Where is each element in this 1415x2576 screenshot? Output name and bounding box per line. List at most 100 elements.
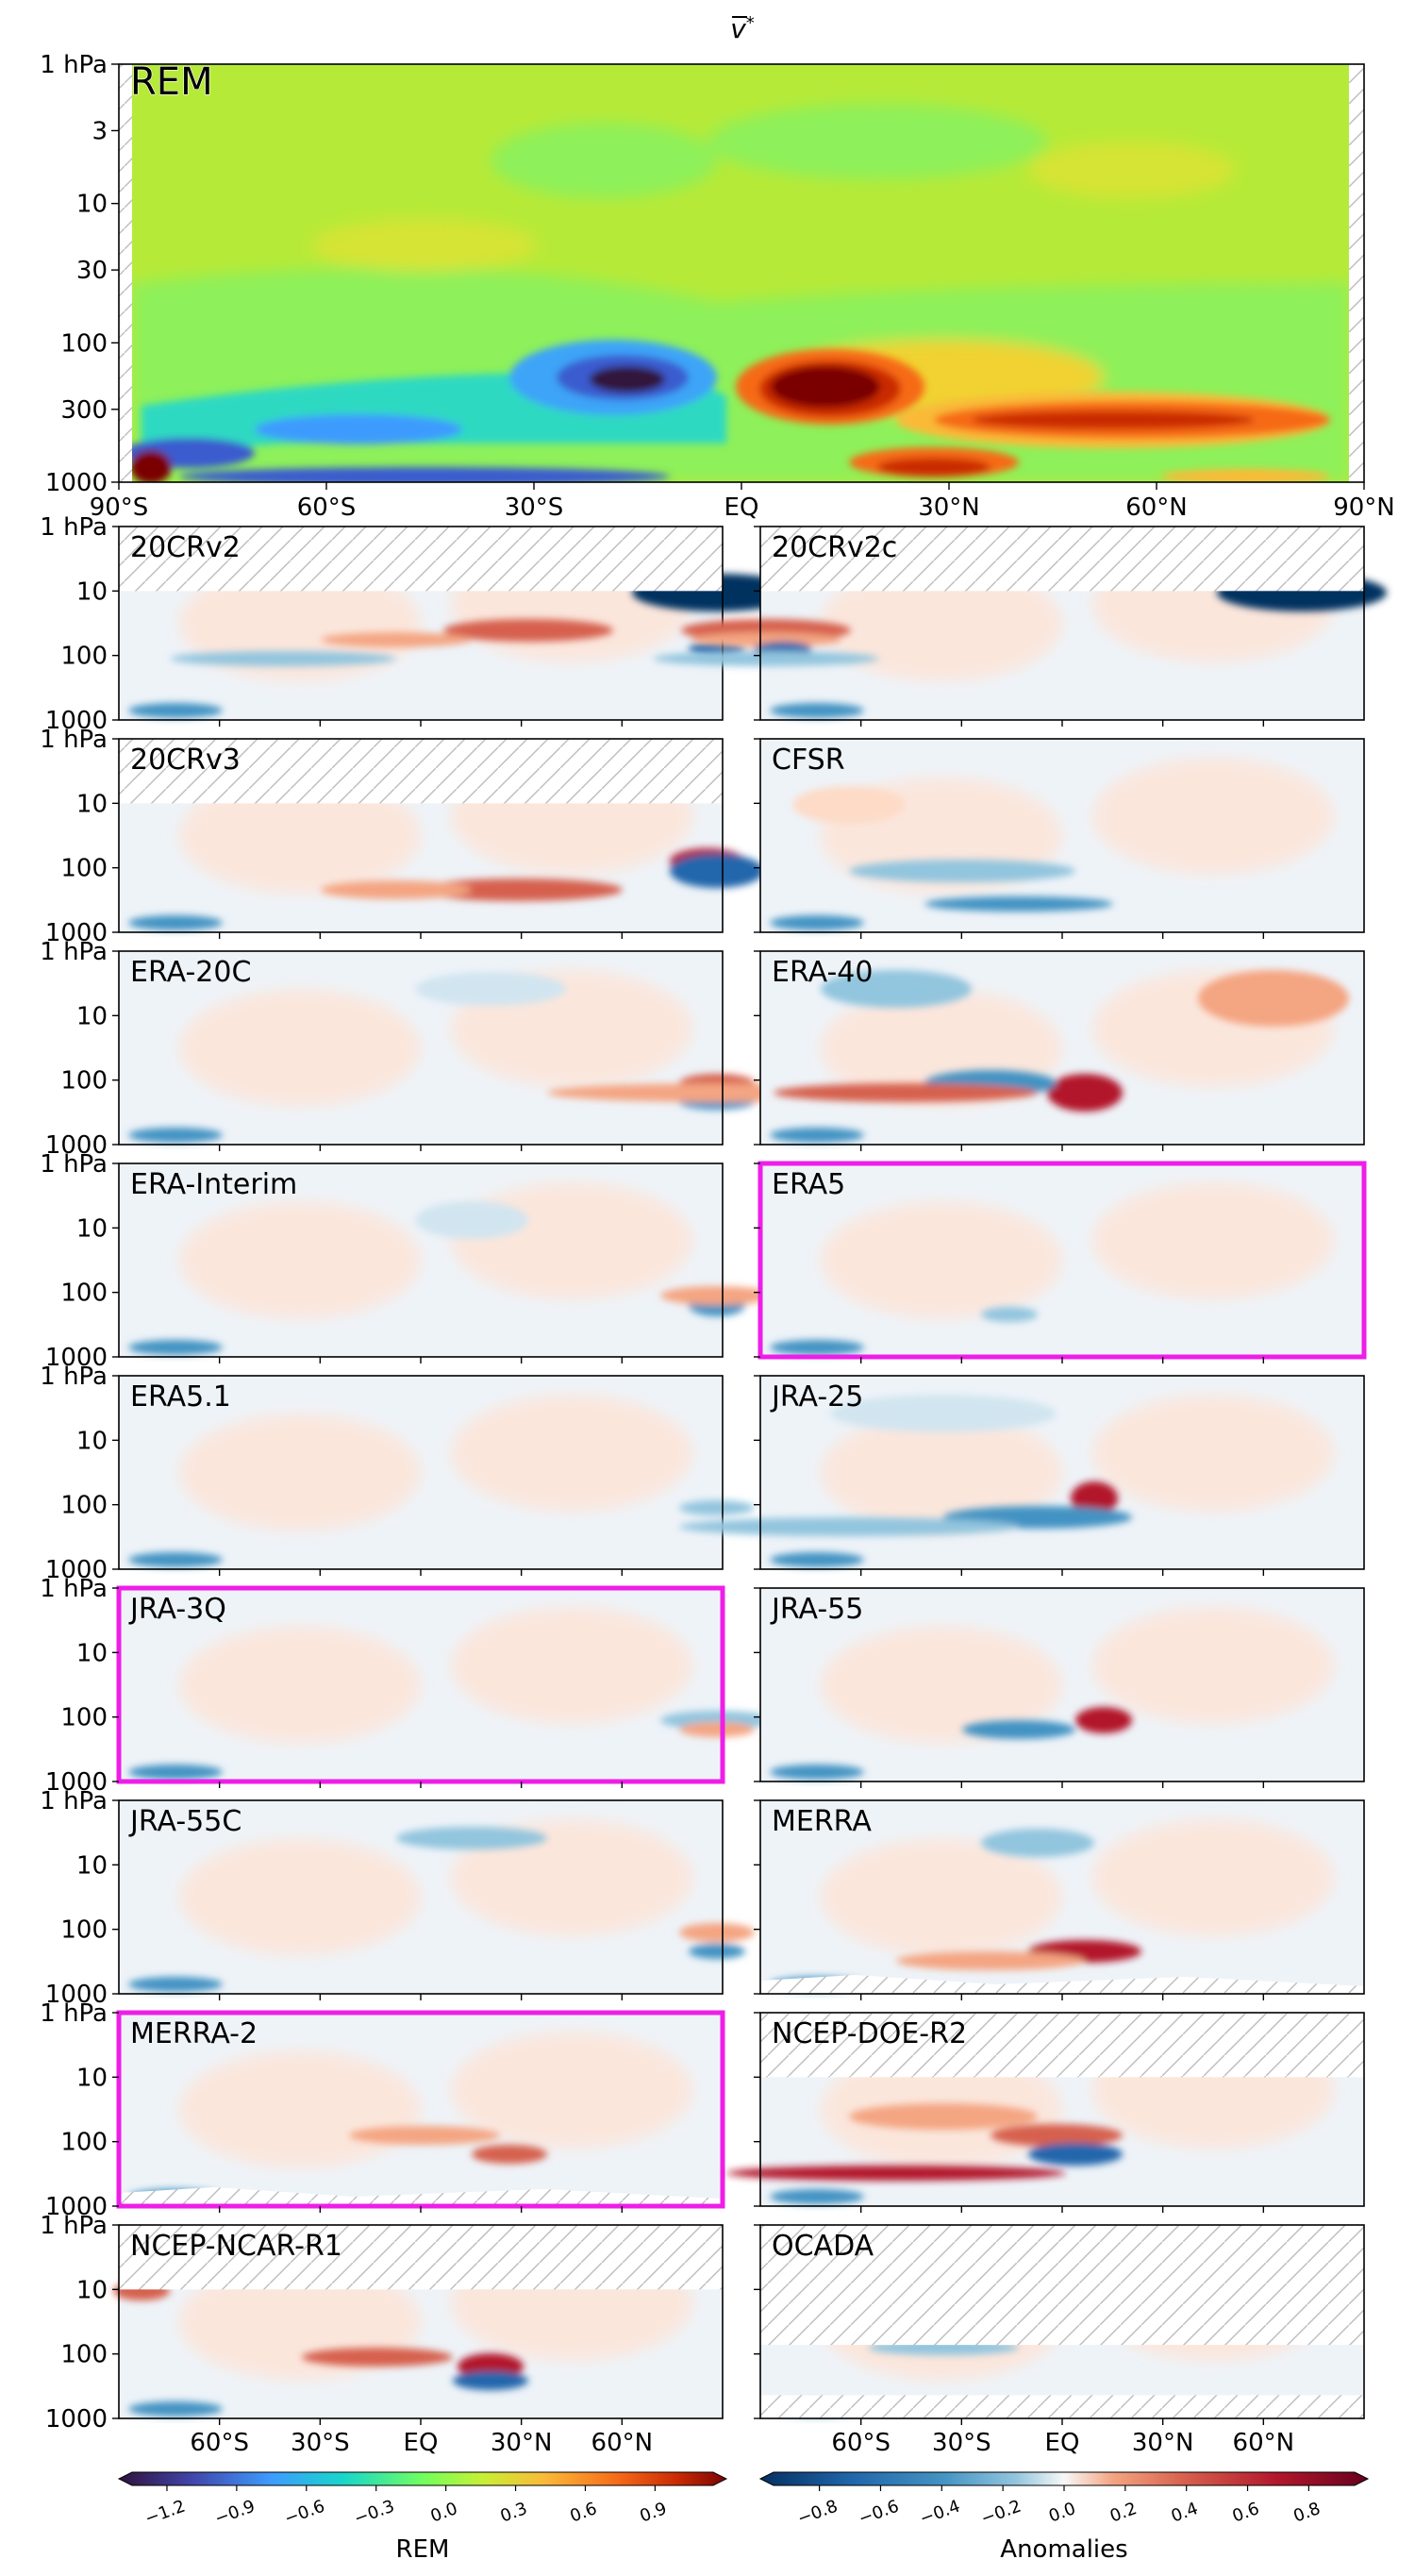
panel-y-tick-label: 1 hPa [40,513,108,542]
rem-x-axis: 90°S 60°S 30°S EQ 30°N 60°N 90°N [90,482,1395,522]
panel-label: 20CRv3 [130,744,241,777]
colorbar-tick-label: 0.4 [1169,2499,1201,2527]
panel-anomaly-features [726,2103,1123,2181]
panel-label: ERA5.1 [130,1380,231,1413]
panel-label: ERA-40 [772,956,873,989]
panel-20crv3: 20CRv3 1 hPa 10 100 1000 [40,726,764,947]
rem-colorbar-bar [117,2471,728,2486]
bottom-x-tick-label: EQ [404,2429,439,2457]
panel-jra-25: JRA-25 [679,1375,1365,1576]
colorbar-tick-label: 0.3 [498,2499,530,2527]
panel-missing-hatch [760,527,1364,592]
rem-colorbar-ticks: −1.2 −0.9 −0.6 −0.3 0.0 0.3 0.6 0.9 [142,2485,670,2529]
panel-background-shading [179,1607,692,1743]
panel-background-shading [821,1395,1334,1531]
panel-cfsr: CFSR [754,738,1365,939]
panel-y-tick-label: 100 [60,1067,108,1096]
panel-y-tick-label: 100 [60,643,108,671]
colorbar-tick-label: 0.6 [568,2499,600,2527]
panel-anomaly-features [792,786,1113,912]
panel-background-shading [821,1182,1334,1318]
panel-label: NCEP-DOE-R2 [772,2017,967,2050]
rem-panel: REM 1 hPa 3 10 30 100 300 1000 90°S 60°S 30°S EQ 3… [40,51,1395,522]
rem-panel-label: REM [130,60,213,104]
bottom-x-tick-label: 60°S [831,2429,891,2457]
panel-jra-55: JRA-55 [754,1587,1365,1788]
panel-missing-hatch [760,2395,1364,2418]
panel-missing-hatch [119,2225,723,2290]
panel-y-tick-label: 100 [60,1280,108,1308]
panel-anomaly-features [679,1395,1132,1536]
panel-y-tick-label: 1000 [45,707,108,735]
colorbar-tick-label: 0.2 [1107,2499,1140,2527]
panel-surface-feature [128,1128,223,1143]
colorbar-tick-label: −0.3 [352,2496,397,2529]
title-superscript: * [746,13,755,33]
anomalies-colorbar: −0.8 −0.6 −0.4 −0.2 0.0 0.2 0.4 0.6 0.8 Anomalie… [758,2471,1370,2564]
panel-anomaly-features [396,1827,755,1959]
rem-y-tick-label: 1 hPa [40,51,108,79]
rem-y-tick-label: 3 [92,117,108,145]
rem-colorbar-label: REM [396,2535,450,2564]
panel-background-shading [179,1395,692,1531]
panel-y-tick-label: 10 [76,1002,108,1030]
panel-anomaly-features [170,574,802,666]
panel-y-tick-label: 10 [76,1427,108,1455]
panel-background-shading [179,1819,692,1955]
colorbar-tick-label: 0.0 [1046,2499,1078,2527]
panel-surface-feature [128,1552,223,1567]
panel-surface-feature [128,1340,223,1355]
colorbar-tick-label: 0.0 [428,2499,460,2527]
panel-era-20c: ERA-20C 1 hPa 10 100 1000 [40,938,887,1160]
panel-y-tick-label: 10 [76,1639,108,1667]
anomalies-colorbar-label: Anomalies [1000,2535,1127,2564]
rem-x-tick-label: EQ [724,493,759,522]
colorbar-tick-label: −0.6 [856,2496,901,2529]
panel-anomaly-features [321,848,764,901]
panel-y-tick-label: 1 hPa [40,1787,108,1815]
colorbar-tick-label: −0.2 [978,2496,1024,2529]
bottom-x-tick-label: EQ [1045,2429,1080,2457]
rem-y-tick-label: 100 [60,329,108,358]
panel-missing-hatch [760,2013,1364,2078]
panel-20crv2c: 20CRv2c [653,526,1387,727]
bottom-x-tick-label: 60°N [591,2429,654,2457]
panel-anomaly-features [415,1201,774,1316]
panel-label: JRA-3Q [128,1593,226,1626]
anomalies-colorbar-ticks: −0.8 −0.6 −0.4 −0.2 0.0 0.2 0.4 0.6 0.8 [795,2485,1323,2529]
panel-surface-feature [128,2401,223,2417]
panel-20crv2: 20CRv2 1 hPa 10 100 1000 [40,513,802,735]
panel-label: MERRA-2 [130,2017,258,2050]
panel-y-tick-label: 1 hPa [40,1999,108,2028]
panel-label: NCEP-NCAR-R1 [130,2230,342,2263]
rem-x-tick-label: 60°S [297,493,357,522]
panel-surface-feature [770,703,864,718]
panel-y-tick-label: 100 [60,855,108,883]
panel-label: OCADA [772,2230,874,2263]
rem-x-tick-label: 90°N [1333,493,1395,522]
panel-surface-feature [770,915,864,930]
bottom-x-tick-label: 30°N [1132,2429,1194,2457]
panel-y-tick-label: 10 [76,1214,108,1243]
panel-label: JRA-55 [770,1593,863,1626]
panel-y-tick-label: 100 [60,1916,108,1945]
bottom-x-tick-label: 30°N [491,2429,553,2457]
panel-anomaly-features [774,970,1349,1112]
panel-era5: ERA5 [754,1161,1367,1363]
panel-anomaly-features [679,1500,755,1515]
panel-surface-feature [128,1765,223,1780]
panel-missing-hatch [760,2225,1364,2346]
panel-anomaly-features [896,1829,1141,1970]
panel-surface-feature [770,1128,864,1143]
panel-era-interim: ERA-Interim 1 hPa 10 100 1000 [40,1150,774,1372]
rem-x-tick-label: 30°N [918,493,980,522]
panel-jra-55c: JRA-55C 1 hPa 10 100 1000 [40,1787,755,2009]
panel-y-tick-label: 1000 [45,1981,108,2009]
panel-missing-hatch [760,1975,1364,1994]
panel-surface-feature [770,1552,864,1567]
colorbar-tick-label: −0.9 [212,2496,258,2529]
panel-y-tick-label: 10 [76,1851,108,1880]
rem-x-tick-label: 30°S [505,493,564,522]
